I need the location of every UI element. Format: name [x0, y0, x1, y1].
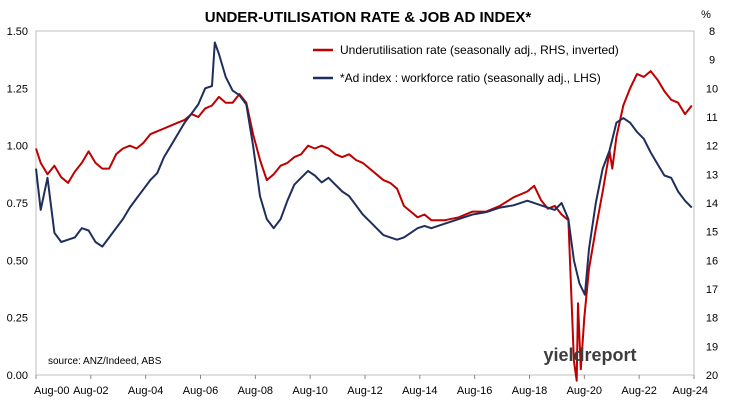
legend-label-ad-index: *Ad index : workforce ratio (seasonally … [340, 71, 601, 85]
left-tick-label: 0.50 [7, 255, 28, 267]
left-tick-label: 0.00 [7, 370, 28, 382]
right-tick-label: 9 [709, 55, 715, 67]
x-tick-label: Aug-08 [238, 385, 273, 397]
right-tick-label: 11 [706, 112, 717, 124]
x-tick-label: Aug-02 [73, 385, 108, 397]
legend: Underutilisation rate (seasonally adj., … [313, 43, 619, 85]
left-tick-label: 1.50 [7, 26, 28, 38]
x-axis: Aug-00 Aug-02 Aug-04 Aug-06 Aug-08 Aug-10 Aug-… [34, 375, 708, 397]
x-tick-label: Aug-18 [512, 385, 547, 397]
chart-title: UNDER-UTILISATION RATE & JOB AD INDEX* [205, 9, 532, 26]
left-tick-label: 0.25 [7, 313, 28, 325]
x-tick-label: Aug-00 [34, 385, 69, 397]
left-tick-label: 0.75 [7, 198, 28, 210]
x-tick-label: Aug-20 [567, 385, 602, 397]
series-line-ad-index [35, 41, 693, 296]
x-tick-label: Aug-24 [673, 385, 708, 397]
left-tick-label: 1.25 [7, 83, 28, 95]
right-tick-label: 16 [706, 255, 718, 267]
x-tick-label: Aug-10 [292, 385, 327, 397]
x-tick-label: Aug-22 [621, 385, 656, 397]
left-tick-label: 1.00 [7, 141, 28, 153]
right-tick-label: 8 [709, 26, 715, 38]
brand-logo: yieldreport [543, 345, 636, 365]
right-tick-label: 10 [706, 83, 718, 95]
right-tick-label: 19 [706, 341, 718, 353]
series-line-underutilisation [35, 70, 693, 382]
right-tick-label: 12 [706, 141, 718, 153]
legend-label-underutilisation: Underutilisation rate (seasonally adj., … [340, 43, 619, 57]
right-axis-unit: % [701, 9, 711, 21]
right-tick-label: 18 [706, 313, 718, 325]
series-layer [35, 41, 693, 382]
x-tick-label: Aug-12 [347, 385, 382, 397]
right-tick-label: 14 [706, 198, 718, 210]
x-tick-label: Aug-16 [457, 385, 492, 397]
left-axis: 0.00 0.25 0.50 0.75 1.00 1.25 1.50 [7, 26, 28, 382]
right-tick-label: 17 [706, 284, 718, 296]
x-tick-label: Aug-14 [402, 385, 437, 397]
x-tick-label: Aug-04 [128, 385, 163, 397]
x-tick-label: Aug-06 [183, 385, 218, 397]
right-axis: 8 9 10 11 12 13 14 15 16 17 18 19 20 [706, 26, 718, 382]
right-tick-label: 20 [706, 370, 718, 382]
source-note: source: ANZ/Indeed, ABS [48, 356, 162, 367]
right-tick-label: 15 [706, 227, 718, 239]
right-tick-label: 13 [706, 169, 718, 181]
